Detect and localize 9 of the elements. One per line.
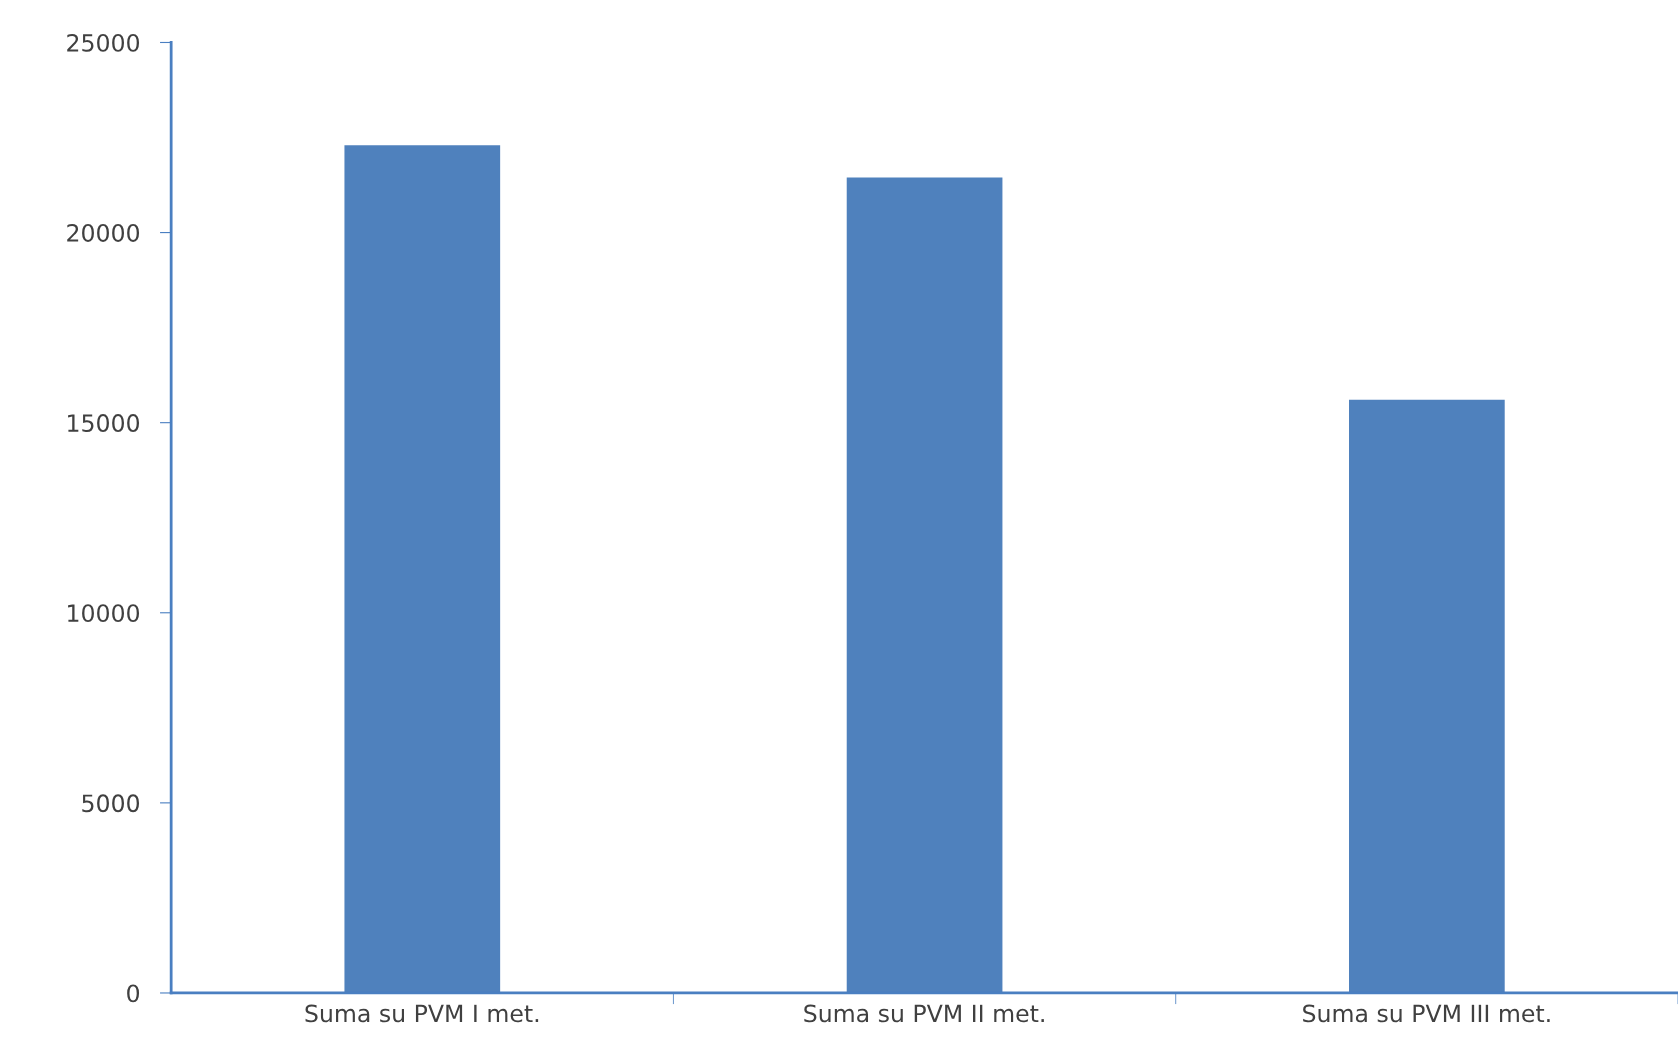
x-tick-label: Suma su PVM II met. [804,1004,1044,1023]
y-tick-label: 15000 [68,414,140,432]
x-tick-label: Suma su PVM I met. [305,1004,539,1023]
y-tick-label: 20000 [67,224,140,242]
y-tick-label: 0 [127,984,140,1003]
y-tick-label: 10000 [68,604,140,623]
x-tick-label: Suma su PVM III met. [1303,1004,1550,1023]
y-tick-label: 5000 [82,794,140,813]
y-tick-label: 25000 [67,33,140,52]
